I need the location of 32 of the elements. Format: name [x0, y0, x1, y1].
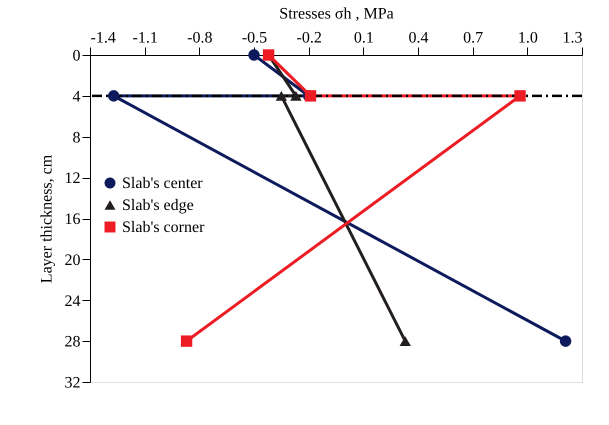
- y-tick-label: 0: [72, 48, 80, 64]
- y-tick-label: 16: [64, 211, 80, 228]
- x-tick-label: 0.4: [408, 30, 428, 46]
- x-tick-label: -0.8: [187, 30, 212, 46]
- y-tick-label: 32: [64, 374, 80, 392]
- y-tick-label: 4: [72, 88, 80, 106]
- point: [290, 90, 302, 101]
- point: [400, 336, 411, 346]
- y-tick-label: 24: [64, 292, 80, 310]
- x-tick-label: -0.5: [242, 30, 268, 46]
- point: [248, 49, 260, 61]
- x-tick-label: -1.4: [90, 30, 116, 46]
- x-tick-label: 1.0: [518, 30, 538, 46]
- x-tick-label: 0.1: [354, 30, 374, 46]
- y-tick-label: 8: [72, 129, 80, 146]
- legend-label: Slab's corner: [122, 219, 206, 236]
- x-tick-label: 1.3: [562, 30, 582, 46]
- y-tick-label: 20: [64, 252, 80, 269]
- point: [180, 335, 192, 347]
- y-tick-label: 12: [64, 170, 80, 188]
- point: [560, 335, 572, 347]
- y-axis-title: Layer thickness, cm: [38, 154, 56, 284]
- x-tick-label: -1.1: [132, 30, 158, 46]
- point: [108, 90, 120, 102]
- x-tick-label: -0.2: [296, 30, 322, 46]
- point: [276, 90, 288, 101]
- y-tick-label: 28: [64, 334, 80, 351]
- point: [514, 90, 526, 102]
- x-tick-label: 0.7: [463, 30, 484, 46]
- x-axis-title: Stresses σh , MPa: [279, 6, 394, 22]
- legend-label: Slab's center: [122, 175, 204, 192]
- legend-label: Slab's edge: [122, 197, 194, 214]
